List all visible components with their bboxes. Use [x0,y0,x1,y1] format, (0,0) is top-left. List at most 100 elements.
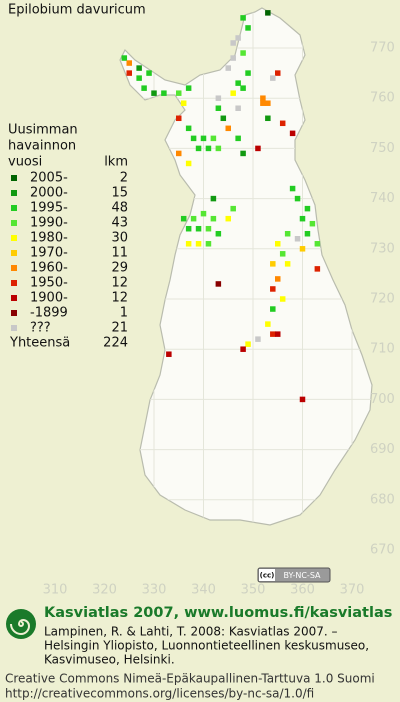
observation-square [294,236,301,242]
easting-label: 340 [191,583,216,598]
observation-square [195,241,202,247]
observation-square [314,266,321,272]
observation-square [245,341,251,347]
observation-square [136,75,142,81]
observation-square [210,195,217,202]
observation-square [299,215,306,222]
legend-label: 1960- [30,261,68,276]
observation-square [230,90,236,96]
legend-count: 29 [111,261,128,276]
observation-square [230,40,236,46]
legend-label: 1970- [30,246,68,261]
legend-label: ??? [30,321,51,336]
legend-count: 43 [111,216,128,231]
observation-square [275,276,281,282]
northing-label: 700 [370,392,395,407]
observation-square [289,185,296,192]
northing-label: 770 [370,41,395,56]
observation-square [166,351,172,357]
legend-swatch [11,205,17,211]
observation-square [304,205,311,212]
observation-square [195,225,202,232]
legend-count: 30 [111,231,128,246]
observation-square [270,306,276,312]
observation-square [180,215,187,222]
observation-square [200,210,207,217]
license-line: http://creativecommons.org/licenses/by-n… [5,687,314,701]
observation-square [279,251,286,257]
observation-square [255,145,261,152]
northing-label: 680 [370,492,395,507]
observation-square [284,230,291,237]
easting-label: 320 [92,583,117,598]
northing-label: 720 [370,292,395,307]
legend-label: 1950- [30,276,68,291]
legend-heading: Uusimman [8,123,78,138]
observation-square [260,95,266,101]
badge-text: BY-NC-SA [283,571,321,580]
observation-square [205,241,212,247]
observation-square [240,15,246,21]
legend-count: 15 [111,186,128,201]
northing-label: 760 [370,91,395,106]
easting-label: 350 [241,583,266,598]
observation-square [176,115,182,122]
observation-square [279,296,286,302]
legend-swatch [11,250,17,256]
observation-square [225,125,231,132]
observation-square [235,80,241,86]
legend-swatch [11,295,17,301]
legend-swatch [11,265,17,271]
observation-square [235,105,241,111]
observation-square [270,286,276,292]
logo-spiral [10,618,31,636]
easting-label: 310 [43,583,68,598]
observation-square [289,130,296,137]
observation-square [245,70,251,76]
observation-square [294,195,301,202]
observation-square [230,205,236,212]
observation-square [309,220,316,227]
observation-square [270,331,276,337]
observation-square [121,55,128,61]
easting-label: 360 [290,583,315,598]
observation-square [304,230,311,237]
legend-swatch [11,175,17,181]
legend-count: 48 [111,201,128,216]
legend-count: 2 [120,171,128,186]
observation-square [215,145,222,152]
observation-square [265,115,271,122]
observation-square [210,135,217,142]
badge-cc [259,569,275,581]
legend-count: 11 [111,246,128,261]
observation-square [180,100,187,106]
northing-label: 690 [370,442,395,457]
logo [6,609,36,639]
observation-square [185,160,192,167]
map-title: Epilobium davuricum [8,3,146,18]
legend-label: 1900- [30,291,68,306]
observation-square [220,115,227,122]
country-outline [119,7,373,526]
easting-label: 370 [340,583,365,598]
legend-swatch [11,280,17,286]
license-line: Creative Commons Nimeä-Epäkaupallinen-Ta… [5,672,375,686]
observation-square [185,225,192,232]
observation-square [279,120,286,127]
observation-square [190,215,197,222]
observation-square [265,321,271,327]
observation-square [275,70,281,76]
observation-square [195,145,202,152]
observation-square [260,100,266,106]
observation-square [265,100,271,106]
observation-square [240,85,246,91]
observation-square [240,346,246,352]
observation-square [299,396,306,403]
observation-square [314,241,321,247]
legend-total: 224 [103,336,128,351]
observation-square [270,261,276,267]
observation-square [185,85,192,91]
legend-label: 1990- [30,216,68,231]
